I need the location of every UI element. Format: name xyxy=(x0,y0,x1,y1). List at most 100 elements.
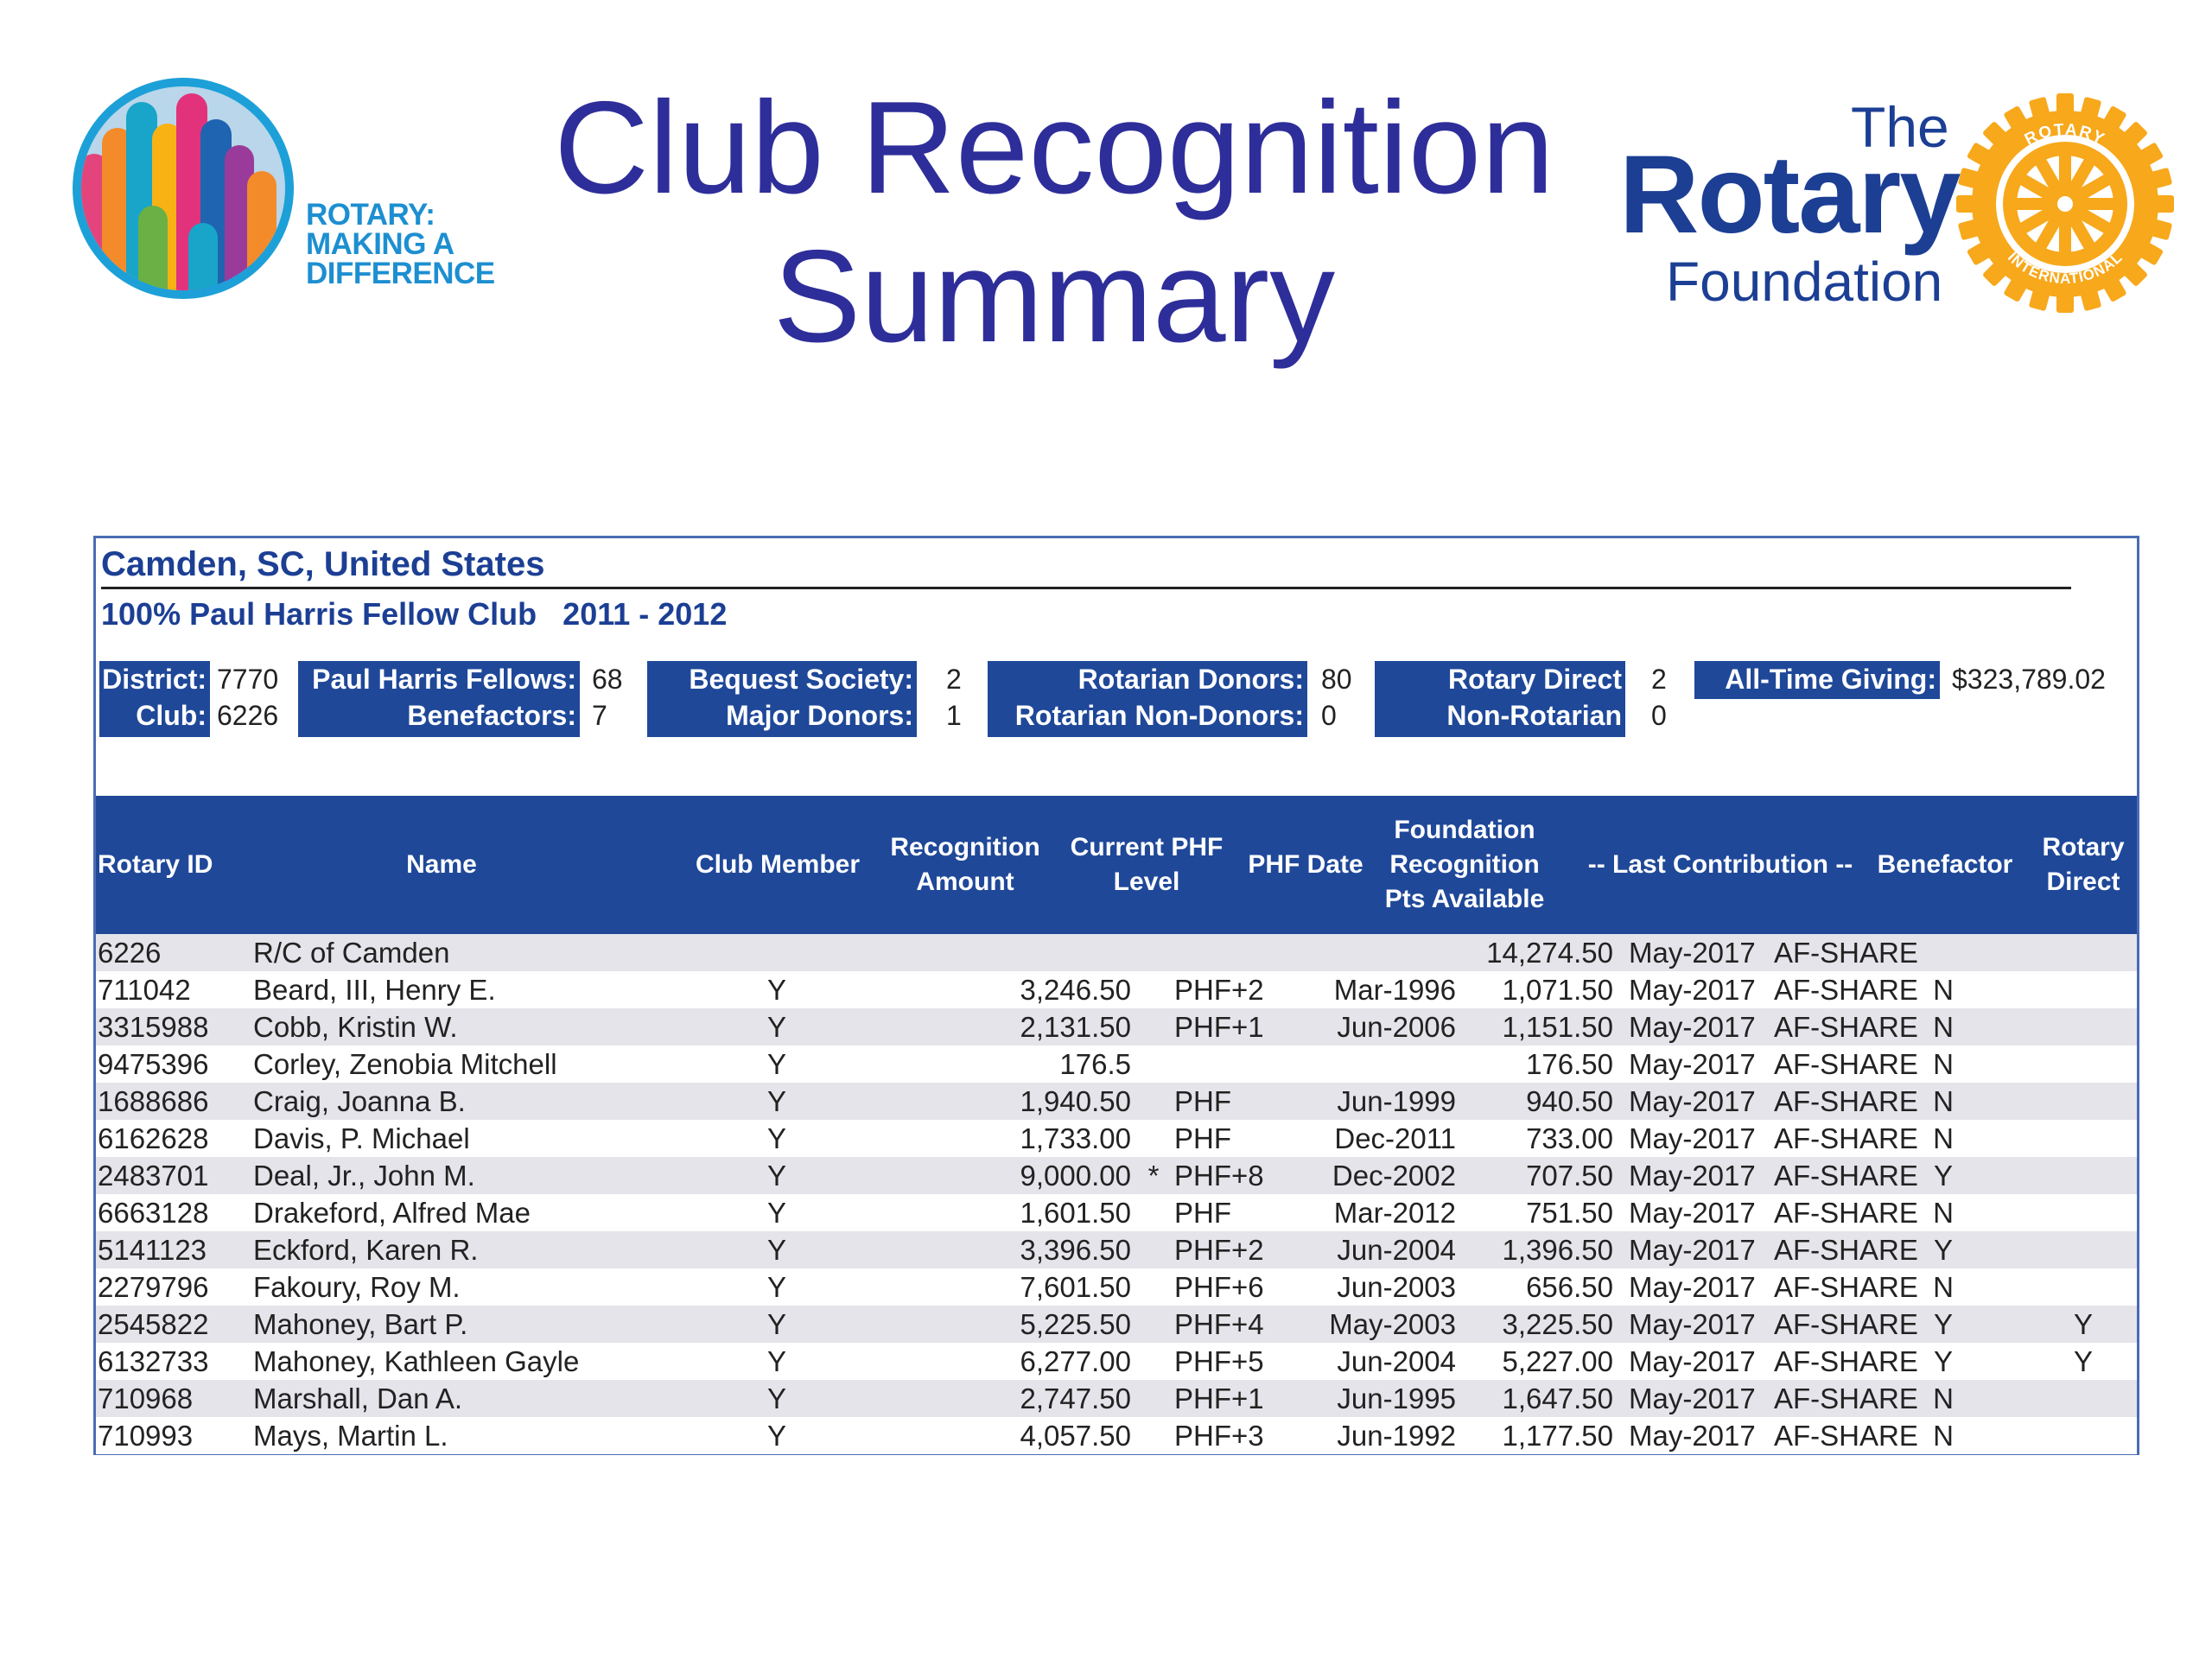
stat-label-bequest-society: Bequest Society: xyxy=(689,664,913,695)
cell-recognition-amount: 176.5 xyxy=(1059,1048,1131,1080)
cell-phf-date xyxy=(1302,934,1456,971)
cell-recognition-amount xyxy=(874,934,1131,971)
cell-phf-level: PHF+8 xyxy=(1174,1160,1264,1192)
stat-label-bequest: Bequest Society: Major Donors: xyxy=(647,661,917,737)
cell-amount-flag: * xyxy=(1147,1160,1160,1192)
stat-label-district: District: xyxy=(102,664,207,695)
cell-recognition-amount: 1,733.00 xyxy=(1020,1122,1131,1154)
table-row: 6663128 Drakeford, Alfred Mae Y 1,601.50… xyxy=(96,1194,2137,1231)
stat-value-rotarian-non-donors: 0 xyxy=(1321,700,1337,731)
stat-value-benefactors: 7 xyxy=(592,700,607,731)
col-current-phf-level: Current PHF Level xyxy=(1070,833,1224,896)
cell-last-contribution-date: May-2017 xyxy=(1629,1308,1756,1340)
cell-recognition-amount: 2,131.50 xyxy=(1020,1011,1131,1043)
cell-rotary-id: 6663128 xyxy=(98,1197,209,1229)
stat-values-rotary-direct: 2 0 xyxy=(1651,661,1667,734)
stat-values-donors: 80 0 xyxy=(1321,661,1352,734)
cell-phf-date: Jun-2004 xyxy=(1337,1234,1456,1266)
cell-amount-flag xyxy=(1145,1417,1162,1454)
cell-foundation-pts: 1,396.50 xyxy=(1502,1234,1613,1266)
cell-phf-level: PHF+4 xyxy=(1174,1308,1264,1340)
cell-rotary-id: 6132733 xyxy=(98,1345,209,1377)
cell-amount-flag xyxy=(1145,971,1162,1008)
cell-phf-date: Jun-2004 xyxy=(1337,1345,1456,1377)
logo-tagline-line1: ROTARY: xyxy=(306,198,435,232)
cell-club-member: Y xyxy=(766,1048,786,1080)
cell-rotary-direct xyxy=(2057,934,2109,971)
cell-phf-level: PHF+1 xyxy=(1174,1382,1264,1414)
cell-recognition-amount: 6,277.00 xyxy=(1020,1345,1131,1377)
cell-rotary-id: 6226 xyxy=(98,937,162,969)
cell-name: Deal, Jr., John M. xyxy=(253,1160,475,1192)
cell-recognition-amount: 4,057.50 xyxy=(1020,1420,1131,1452)
cell-name: Davis, P. Michael xyxy=(253,1122,470,1154)
cell-phf-level: PHF+5 xyxy=(1174,1345,1264,1377)
cell-rotary-id: 2545822 xyxy=(98,1308,209,1340)
col-rotary-direct: Rotary Direct xyxy=(2042,833,2125,896)
stat-label-all-time-giving: All-Time Giving: xyxy=(1694,661,1940,699)
cell-last-contribution-type: AF-SHARE xyxy=(1774,1048,1918,1080)
stat-label-paul-harris-fellows: Paul Harris Fellows: xyxy=(312,664,576,695)
cell-last-contribution-type: AF-SHARE xyxy=(1774,1382,1918,1414)
logo-tagline: ROTARY: MAKING A DIFFERENCE xyxy=(306,200,495,289)
cell-benefactor: N xyxy=(1933,1271,1954,1303)
col-rotary-id: Rotary ID xyxy=(98,850,213,879)
cell-phf-date: Mar-2012 xyxy=(1333,1197,1456,1229)
stat-values-fellows: 68 7 xyxy=(592,661,623,734)
cell-name: Drakeford, Alfred Mae xyxy=(253,1197,531,1229)
logo-tagline-line3: DIFFERENCE xyxy=(306,257,495,290)
cell-rotary-id: 2279796 xyxy=(98,1271,209,1303)
cell-rotary-direct: Y xyxy=(2073,1308,2093,1340)
cell-rotary-id: 3315988 xyxy=(98,1011,209,1043)
club-name: Camden, SC, United States xyxy=(101,545,545,583)
stat-label-club: Club: xyxy=(136,700,207,731)
cell-last-contribution-type: AF-SHARE xyxy=(1774,1122,1918,1154)
table-row: 6132733 Mahoney, Kathleen Gayle Y 6,277.… xyxy=(96,1343,2137,1380)
cell-last-contribution-type: AF-SHARE xyxy=(1774,1420,1918,1452)
page-title-line2: Summary xyxy=(772,223,1336,370)
cell-rotary-direct xyxy=(2057,1194,2109,1231)
cell-rotary-direct xyxy=(2057,1380,2109,1417)
cell-phf-level: PHF+1 xyxy=(1174,1011,1264,1043)
stat-value-major-donors: 1 xyxy=(946,700,962,731)
recognition-report: Camden, SC, United States 100% Paul Harr… xyxy=(93,536,2139,1455)
cell-last-contribution-date: May-2017 xyxy=(1629,1234,1756,1266)
stat-value-rotarian-donors: 80 xyxy=(1321,664,1352,695)
cell-club-member: Y xyxy=(766,1271,786,1303)
cell-last-contribution-type: AF-SHARE xyxy=(1774,937,1918,969)
cell-rotary-id: 710968 xyxy=(98,1382,194,1414)
cell-recognition-amount: 3,396.50 xyxy=(1020,1234,1131,1266)
cell-last-contribution-date: May-2017 xyxy=(1629,1345,1756,1377)
cell-name: Marshall, Dan A. xyxy=(253,1382,463,1414)
stat-label-rotary-direct-count: Rotary Direct xyxy=(1448,664,1622,695)
table-row: 9475396 Corley, Zenobia Mitchell Y 176.5… xyxy=(96,1046,2137,1083)
table-row: 6162628 Davis, P. Michael Y 1,733.00 PHF… xyxy=(96,1120,2137,1157)
cell-recognition-amount: 7,601.50 xyxy=(1020,1271,1131,1303)
cell-phf-date: May-2003 xyxy=(1329,1308,1456,1340)
cell-last-contribution-type: AF-SHARE xyxy=(1774,1308,1918,1340)
stat-value-non-rotarian: 0 xyxy=(1651,700,1667,731)
col-club-member: Club Member xyxy=(695,850,861,879)
table-row: 710968 Marshall, Dan A. Y 2,747.50 PHF+1… xyxy=(96,1380,2137,1417)
col-name: Name xyxy=(406,850,477,879)
logo-tagline-line2: MAKING A xyxy=(306,227,454,261)
cell-benefactor: N xyxy=(1933,1122,1954,1154)
cell-last-contribution-date: May-2017 xyxy=(1629,1011,1756,1043)
table-row: 2279796 Fakoury, Roy M. Y 7,601.50 PHF+6… xyxy=(96,1268,2137,1306)
cell-rotary-id: 9475396 xyxy=(98,1048,209,1080)
cell-foundation-pts: 707.50 xyxy=(1526,1160,1613,1192)
table-header: Rotary ID Name Club Member Recognition A… xyxy=(96,796,2137,934)
cell-rotary-id: 710993 xyxy=(98,1420,194,1452)
stat-label-fellows: Paul Harris Fellows: Benefactors: xyxy=(298,661,580,737)
cell-amount-flag xyxy=(1145,1120,1162,1157)
cell-last-contribution-date: May-2017 xyxy=(1629,1420,1756,1452)
cell-rotary-direct xyxy=(2057,1417,2109,1454)
cell-rotary-direct: Y xyxy=(2073,1345,2093,1377)
col-phf-date: PHF Date xyxy=(1248,850,1363,879)
cell-benefactor: N xyxy=(1933,1085,1954,1117)
cell-recognition-amount: 1,601.50 xyxy=(1020,1197,1131,1229)
cell-rotary-direct xyxy=(2057,1083,2109,1120)
cell-name: Eckford, Karen R. xyxy=(253,1234,479,1266)
cell-phf-level: PHF+6 xyxy=(1174,1271,1264,1303)
table-body: 6226 R/C of Camden 14,274.50 May-2017 AF… xyxy=(96,934,2137,1454)
